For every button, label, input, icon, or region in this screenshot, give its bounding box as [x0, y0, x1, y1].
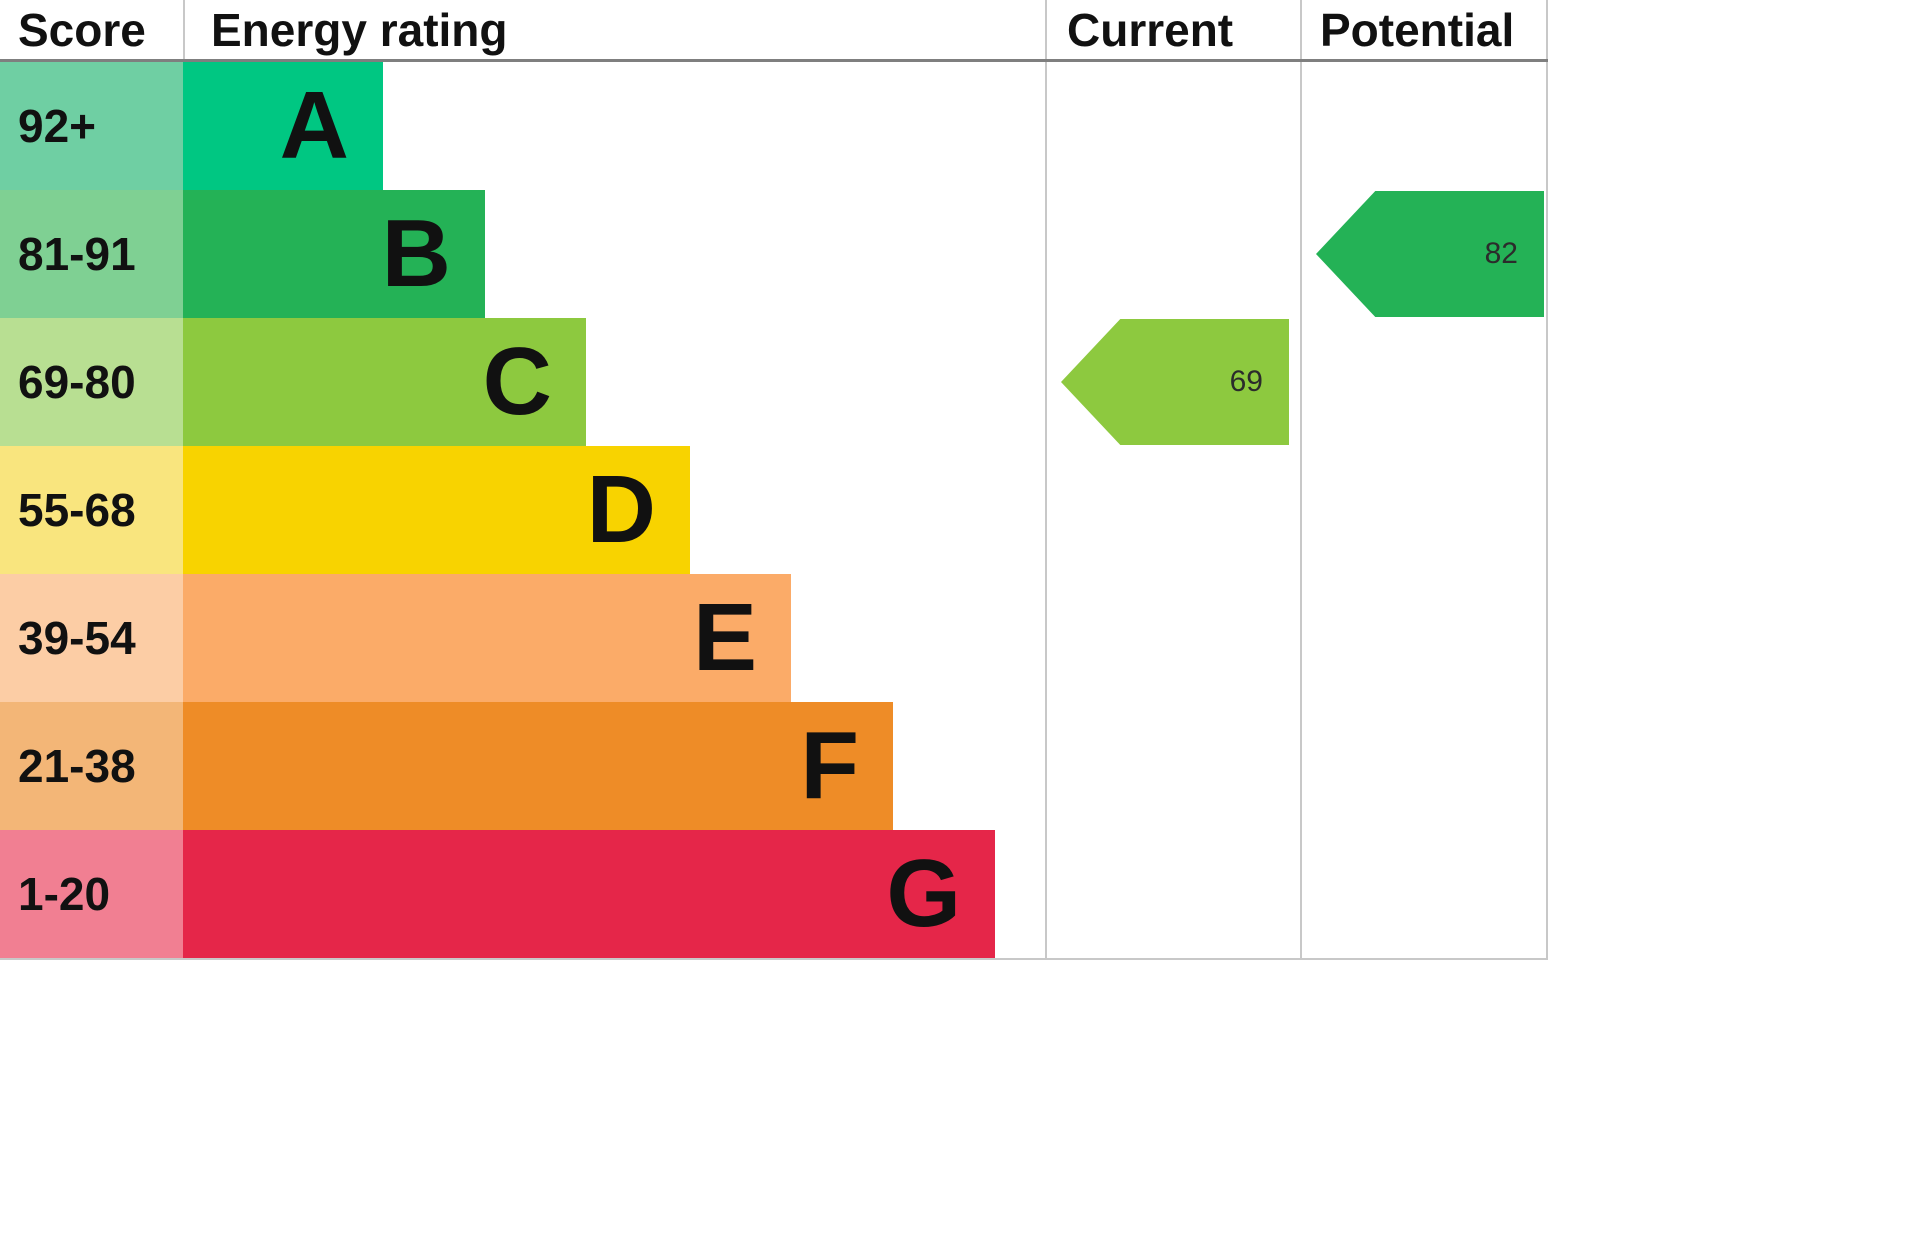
rating-letter: F: [800, 712, 859, 819]
score-label: 81-91: [18, 228, 136, 280]
current-cell: [1045, 574, 1300, 702]
potential-cell: [1300, 318, 1548, 446]
rating-letter: D: [586, 456, 656, 563]
potential-arrow-value: 82: [1484, 237, 1518, 270]
rating-bar: D: [183, 446, 690, 574]
potential-cell: [1300, 62, 1548, 190]
potential-cell: [1300, 702, 1548, 830]
potential-cell: [1300, 574, 1548, 702]
score-label: 92+: [18, 100, 97, 152]
potential-cell: [1300, 446, 1548, 574]
score-cell: 21-38: [0, 702, 183, 830]
band-row: 21-38 F: [0, 702, 1548, 830]
potential-column-header: Potential: [1300, 0, 1548, 59]
score-cell: 92+: [0, 62, 183, 190]
current-cell: [1045, 446, 1300, 574]
energy-rating-column-header: Energy rating: [183, 0, 1045, 59]
current-cell: [1045, 830, 1300, 958]
potential-arrow: 82: [1316, 191, 1544, 317]
epc-chart: Score Energy rating Current Potential 92…: [0, 0, 1548, 960]
rating-letter: A: [279, 72, 349, 179]
rating-bar: C: [183, 318, 586, 446]
rating-letter: B: [381, 200, 451, 307]
rating-letter: C: [482, 328, 552, 435]
score-label: 1-20: [18, 868, 111, 920]
score-label: 39-54: [18, 612, 136, 664]
score-label: 21-38: [18, 740, 136, 792]
potential-cell: 82: [1300, 190, 1548, 318]
score-cell: 55-68: [0, 446, 183, 574]
rating-bar: G: [183, 830, 995, 958]
score-column-header: Score: [18, 3, 146, 56]
band-row: 69-80 C 69: [0, 318, 1548, 446]
score-cell: 69-80: [0, 318, 183, 446]
rating-area: F: [183, 702, 1045, 830]
current-cell: 69: [1045, 318, 1300, 446]
rating-area: A: [183, 62, 1045, 190]
rating-letter: G: [886, 840, 961, 947]
current-arrow: 69: [1061, 319, 1289, 445]
potential-cell: [1300, 830, 1548, 958]
band-row: 81-91 B 82: [0, 190, 1548, 318]
current-cell: [1045, 702, 1300, 830]
current-column-header: Current: [1045, 0, 1300, 59]
rating-bar: F: [183, 702, 893, 830]
rating-bar: B: [183, 190, 485, 318]
rating-area: D: [183, 446, 1045, 574]
band-row: 55-68 D: [0, 446, 1548, 574]
current-cell: [1045, 190, 1300, 318]
band-row: 1-20 G: [0, 830, 1548, 958]
band-rows: 92+ A 81-91 B 82 69-80 C 69: [0, 62, 1548, 958]
band-row: 92+ A: [0, 62, 1548, 190]
score-cell: 81-91: [0, 190, 183, 318]
current-cell: [1045, 62, 1300, 190]
score-cell: 1-20: [0, 830, 183, 958]
score-label: 69-80: [18, 356, 136, 408]
rating-bar: E: [183, 574, 791, 702]
current-arrow-value: 69: [1229, 365, 1263, 398]
rating-area: G: [183, 830, 1045, 958]
epc-header-row: Score Energy rating Current Potential: [0, 0, 1548, 62]
rating-area: C: [183, 318, 1045, 446]
score-cell: 39-54: [0, 574, 183, 702]
rating-bar: A: [183, 62, 383, 190]
band-row: 39-54 E: [0, 574, 1548, 702]
rating-letter: E: [692, 584, 757, 691]
score-label: 55-68: [18, 484, 136, 536]
rating-area: E: [183, 574, 1045, 702]
rating-area: B: [183, 190, 1045, 318]
